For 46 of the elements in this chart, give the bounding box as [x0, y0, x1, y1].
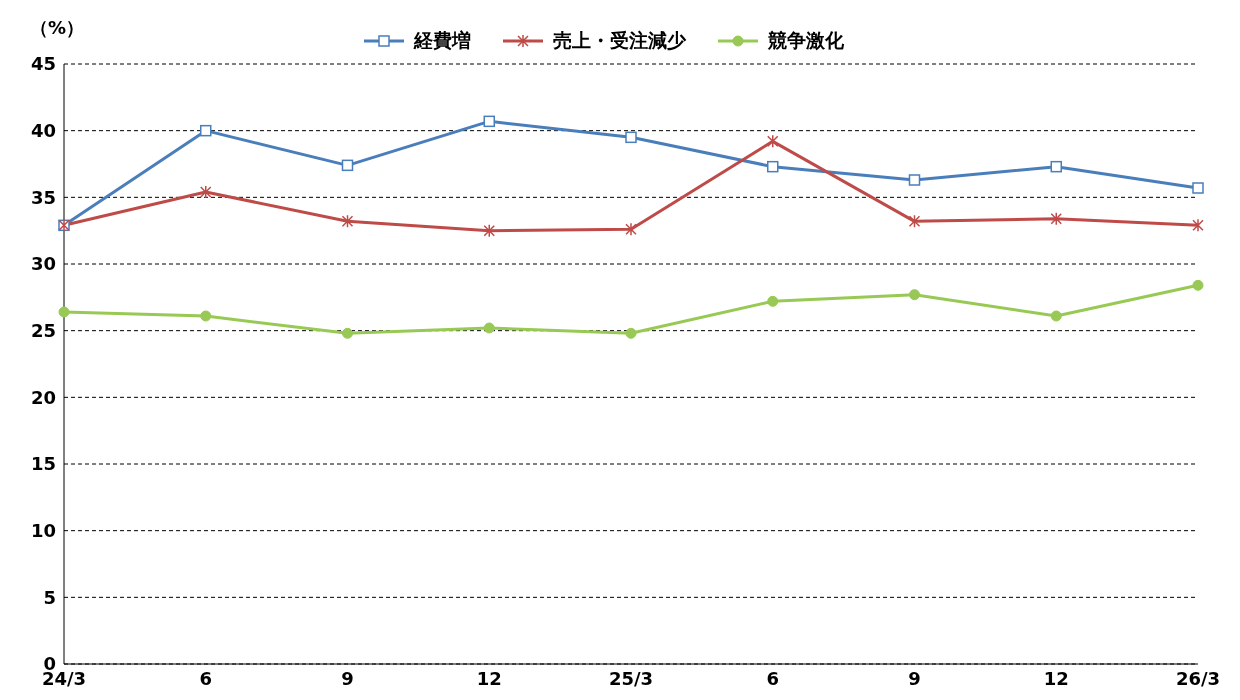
point — [200, 185, 212, 199]
y-tick-label: 25 — [30, 320, 56, 342]
point — [909, 289, 920, 301]
point — [483, 322, 495, 334]
x-tick-label: 25/3 — [608, 667, 654, 689]
point — [1050, 160, 1062, 173]
point — [200, 124, 212, 137]
point — [1192, 218, 1204, 233]
point — [1192, 279, 1204, 291]
y-axis-title: （%） — [30, 16, 85, 40]
y-tick-label: 45 — [30, 53, 56, 75]
y-tick-label: 20 — [30, 386, 56, 408]
x-tick-label: 12 — [476, 667, 502, 689]
point — [767, 160, 779, 173]
point — [908, 174, 921, 186]
x-tick-label: 26/3 — [1175, 667, 1221, 689]
x-tick-label: 12 — [1043, 667, 1069, 689]
point — [625, 222, 637, 237]
point — [58, 306, 70, 318]
y-tick-label: 5 — [43, 586, 56, 608]
point — [625, 327, 637, 339]
x-tick-label: 6 — [199, 667, 213, 689]
point — [908, 214, 921, 229]
point — [342, 327, 353, 339]
point — [341, 159, 354, 172]
y-tick-label: 15 — [30, 453, 56, 475]
y-tick-label: 30 — [30, 253, 56, 275]
point — [1050, 310, 1062, 322]
x-tick-label: 9 — [341, 667, 354, 689]
y-tick-label: 35 — [30, 186, 56, 208]
y-tick-label: 10 — [30, 520, 56, 542]
x-tick-label: 9 — [908, 667, 921, 689]
legend-label: 競争激化 — [768, 28, 844, 53]
point — [200, 310, 212, 322]
legend-label: 経費増 — [414, 28, 471, 53]
x-tick-label: 6 — [766, 667, 780, 689]
point — [767, 134, 779, 149]
point — [1050, 211, 1062, 226]
point — [625, 131, 637, 144]
y-tick-label: 40 — [30, 120, 56, 142]
point — [341, 214, 354, 229]
point — [1192, 182, 1204, 194]
point — [483, 115, 495, 128]
legend-label: 売上・受注減少 — [553, 28, 686, 53]
point — [767, 295, 779, 307]
point — [483, 223, 495, 238]
